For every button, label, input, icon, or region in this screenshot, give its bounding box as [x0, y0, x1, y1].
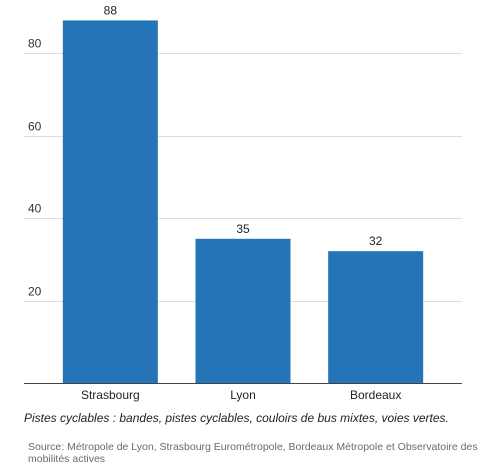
bar-value-strasbourg: 88 — [104, 3, 118, 17]
bar-value-labels: 88 35 32 — [104, 3, 383, 248]
bar-strasbourg — [62, 20, 158, 383]
bar-lyon — [195, 238, 291, 383]
y-axis-ticks: 20 40 60 80 — [28, 37, 42, 299]
chart-note: Pistes cyclables : bandes, pistes cyclab… — [24, 411, 449, 425]
category-label-lyon: Lyon — [230, 388, 256, 402]
y-tick-label-20: 20 — [28, 285, 42, 299]
x-axis-categories: Strasbourg Lyon Bordeaux — [81, 388, 401, 402]
bar-value-lyon: 35 — [236, 222, 250, 236]
y-tick-label-60: 60 — [28, 120, 42, 134]
bars — [62, 20, 424, 383]
bar-value-bordeaux: 32 — [369, 234, 383, 248]
category-label-strasbourg: Strasbourg — [81, 388, 140, 402]
chart-source: Source: Métropole de Lyon, Strasbourg Eu… — [28, 441, 478, 465]
y-tick-label-80: 80 — [28, 37, 42, 51]
bar-chart: 20 40 60 80 88 35 32 Strasbourg Lyon Bordeaux — [24, 3, 462, 402]
bar-bordeaux — [328, 251, 424, 383]
category-label-bordeaux: Bordeaux — [350, 388, 401, 402]
y-tick-label-40: 40 — [28, 202, 42, 216]
